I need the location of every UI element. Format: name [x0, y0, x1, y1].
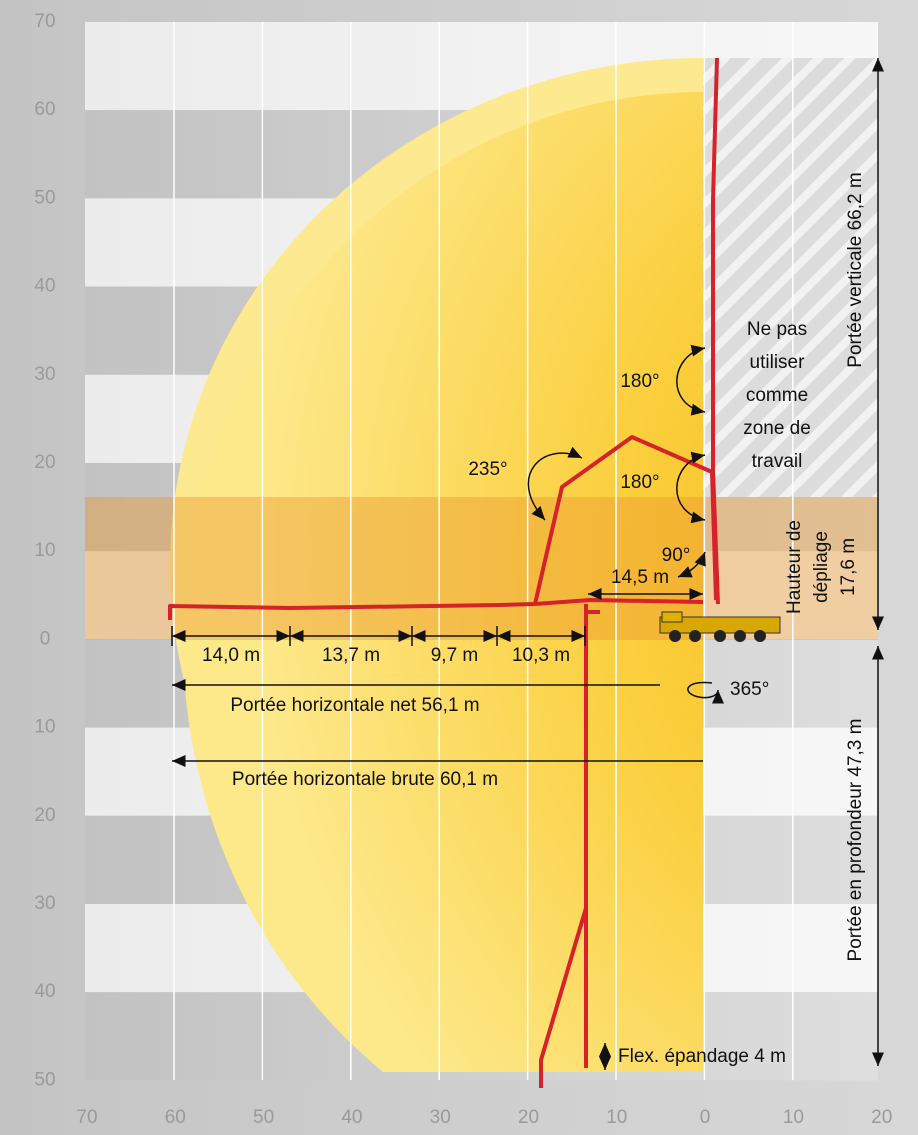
inner-reach	[183, 92, 703, 1072]
unfold-height-label: Hauteur de	[784, 520, 805, 614]
no-work-zone	[703, 58, 878, 497]
warning-text: Ne pas	[747, 319, 807, 340]
angle-label: 180°	[620, 371, 659, 392]
boom-vertical	[711, 57, 720, 605]
angle-label: 235°	[468, 459, 507, 480]
segment-label: 13,7 m	[322, 645, 380, 666]
gross-reach-label: Portée horizontale brute 60,1 m	[232, 769, 498, 790]
y-axis-label: 30	[34, 364, 55, 385]
truck-wheel	[734, 630, 746, 642]
boom-hanging	[539, 604, 588, 1088]
x-axis-label: 50	[253, 1107, 274, 1128]
angle-arc	[527, 446, 583, 521]
truck-wheel	[714, 630, 726, 642]
y-axis-label: 20	[34, 452, 55, 473]
unfold-height-label: 17,6 m	[838, 538, 859, 596]
y-axis-label: 20	[34, 805, 55, 826]
segment-label: 14,0 m	[202, 645, 260, 666]
y-axis-label: 60	[34, 99, 55, 120]
truck-cab	[661, 611, 683, 623]
unfold-height-label: dépliage	[811, 531, 832, 603]
x-axis-label: 10	[606, 1107, 627, 1128]
angle-label: 180°	[620, 472, 659, 493]
vertical-reach-label: Portée verticale 66,2 m	[845, 172, 866, 367]
warning-text: comme	[746, 385, 808, 406]
truck-wheel	[689, 630, 701, 642]
fold-reach-label: 14,5 m	[611, 567, 669, 588]
y-axis-label: 50	[34, 1069, 55, 1090]
slew-label: 365°	[730, 679, 769, 700]
segment-label: 10,3 m	[512, 645, 570, 666]
y-axis-label: 10	[34, 540, 55, 561]
depth-reach-label: Portée en profondeur 47,3 m	[845, 719, 866, 962]
x-axis-label: 60	[165, 1107, 186, 1128]
angle-arc	[676, 344, 706, 416]
angle-arc	[677, 551, 706, 578]
x-axis-label: 40	[341, 1107, 362, 1128]
y-axis-label: 50	[34, 187, 55, 208]
x-axis-label: 20	[871, 1107, 892, 1128]
net-reach-label: Portée horizontale net 56,1 m	[230, 695, 479, 716]
y-axis-label: 10	[34, 717, 55, 738]
angle-arc	[676, 451, 706, 524]
x-axis-label: 20	[518, 1107, 539, 1128]
warning-text: travail	[752, 451, 803, 472]
y-axis-label: 0	[40, 628, 51, 649]
x-axis-label: 30	[430, 1107, 451, 1128]
y-axis-label: 70	[34, 11, 55, 32]
x-axis-label: 70	[76, 1107, 97, 1128]
boom-horizontal	[168, 598, 704, 620]
unfold-band	[85, 497, 878, 640]
warning-text: zone de	[743, 418, 811, 439]
y-axis-label: 40	[34, 981, 55, 1002]
x-axis-label: 10	[783, 1107, 804, 1128]
slew-icon	[687, 681, 724, 704]
flex-label: Flex. épandage 4 m	[618, 1046, 786, 1067]
segment-label: 9,7 m	[431, 645, 479, 666]
x-axis-label: 0	[700, 1107, 711, 1128]
warning-text: utiliser	[750, 352, 806, 373]
truck-wheel	[754, 630, 766, 642]
y-axis-label: 40	[34, 276, 55, 297]
angle-label: 90°	[662, 545, 691, 566]
y-axis-label: 30	[34, 893, 55, 914]
truck-wheel	[669, 630, 681, 642]
